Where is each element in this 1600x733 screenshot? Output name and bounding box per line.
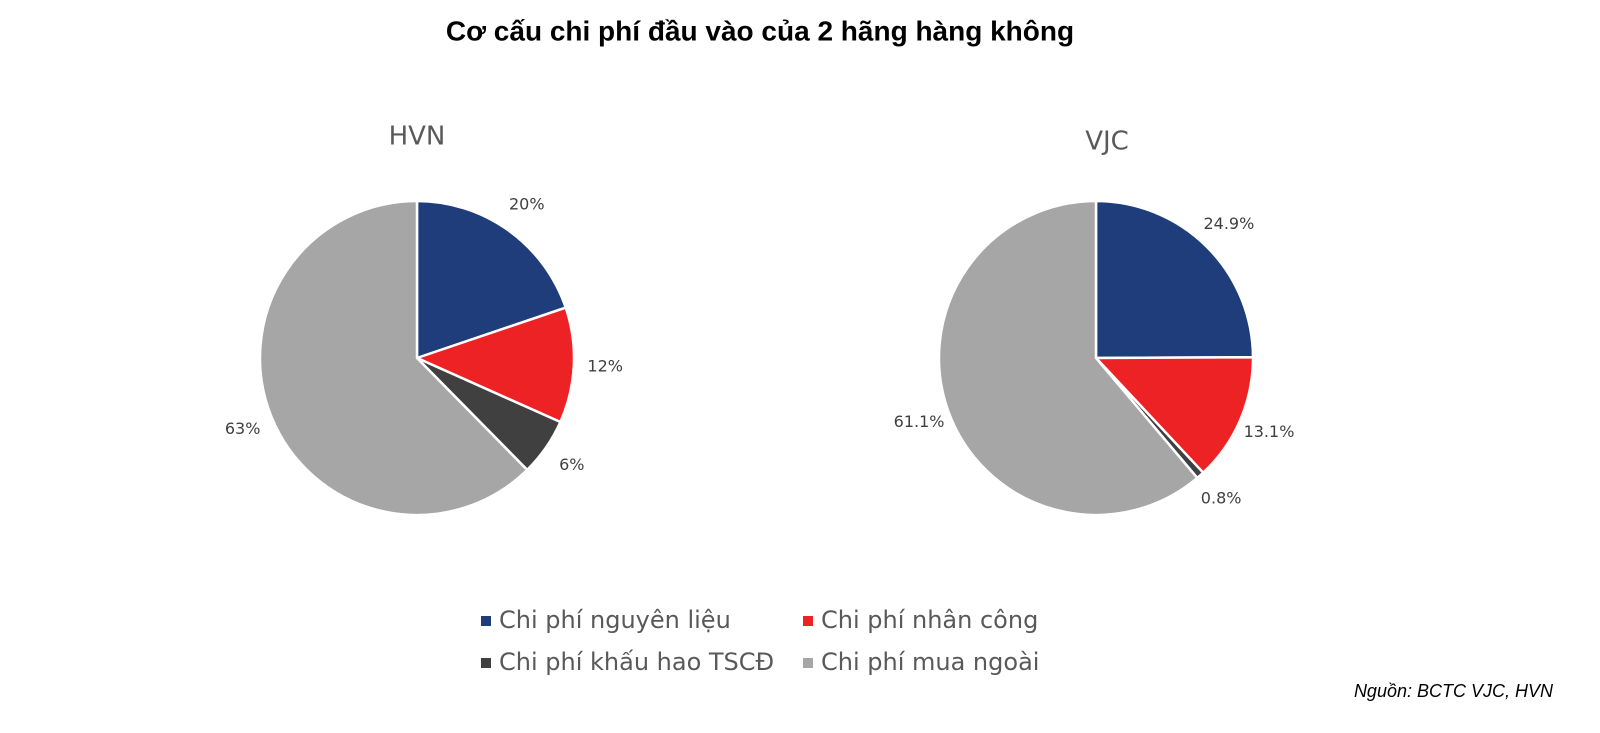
- pie-title: VJC: [1085, 127, 1129, 157]
- pie-slice: [415, 199, 568, 360]
- legend-swatch: [481, 616, 491, 626]
- legend-label: Chi phí mua ngoài: [821, 648, 1039, 676]
- data-label: 12%: [587, 356, 623, 375]
- pie-slice: [413, 306, 576, 424]
- legend-label: Chi phí nhân công: [821, 606, 1038, 634]
- pie-slice: [1093, 356, 1255, 475]
- data-label: 0.8%: [1201, 488, 1242, 507]
- legend-swatch: [803, 658, 813, 668]
- data-label: 24.9%: [1203, 214, 1254, 233]
- legend-label: Chi phí khấu hao TSCĐ: [499, 648, 774, 676]
- pie-slice: [258, 199, 529, 517]
- data-label: 13.1%: [1244, 422, 1295, 441]
- data-label: 61.1%: [894, 412, 945, 431]
- source-note: Nguồn: BCTC VJC, HVN: [1354, 681, 1554, 701]
- pie-slice: [1094, 199, 1255, 360]
- pie-slice: [937, 199, 1200, 517]
- data-label: 6%: [559, 455, 584, 474]
- legend-swatch: [803, 616, 813, 626]
- data-label: 63%: [225, 419, 261, 438]
- legend-swatch: [481, 658, 491, 668]
- chart-title: Cơ cấu chi phí đầu vào của 2 hãng hàng k…: [446, 15, 1074, 46]
- legend-label: Chi phí nguyên liệu: [499, 606, 731, 634]
- data-label: 20%: [509, 194, 545, 213]
- pie-title: HVN: [389, 122, 446, 152]
